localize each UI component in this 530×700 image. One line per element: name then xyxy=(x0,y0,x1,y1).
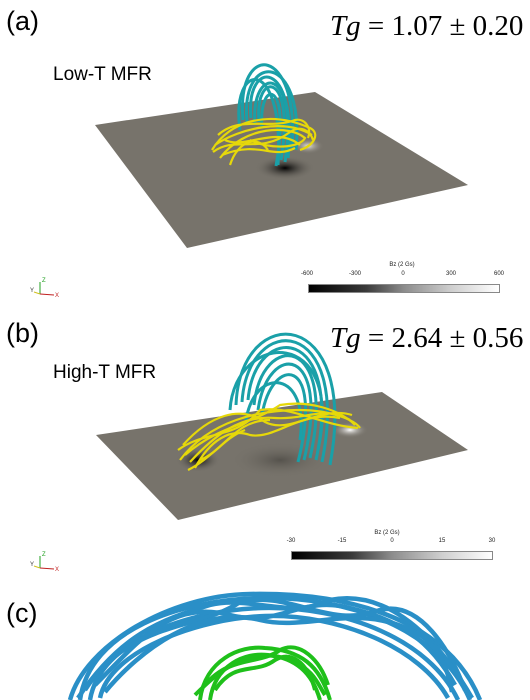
colorbar-gradient xyxy=(308,284,500,293)
axis-y-label: Y xyxy=(30,562,34,568)
colorbar-tick: 300 xyxy=(445,271,456,277)
panel-b: (b) Tg = 2.64 ± 0.56 High-T MFR xyxy=(0,310,530,590)
panel-a: (a) Tg = 1.07 ± 0.20 Low-T MFR xyxy=(0,0,530,310)
axis-z-label: Z xyxy=(42,278,46,284)
panel-letter: (b) xyxy=(6,318,39,348)
colorbar-gradient xyxy=(291,551,493,560)
blue-flux-rope xyxy=(67,591,483,700)
tg-annotation: Tg = 1.07 ± 0.20 xyxy=(330,10,523,43)
colorbar-title: Bz (2 Gs) xyxy=(389,262,415,268)
axis-y-label: Y xyxy=(30,288,34,294)
diffuse-negative-region xyxy=(230,442,330,478)
colorbar-tick: 600 xyxy=(493,271,504,277)
mfr-3d-render xyxy=(95,63,468,248)
tg-symbol: Tg xyxy=(330,10,361,42)
colorbar-tick: 15 xyxy=(438,538,446,544)
axes-triad: Z Y X xyxy=(30,552,59,573)
colorbar-tick: -600 xyxy=(300,271,313,277)
colorbar-tick: 30 xyxy=(488,538,496,544)
flux-rope-render xyxy=(67,591,483,700)
colorbar-tick: 0 xyxy=(401,271,405,277)
tg-value: = 1.07 ± 0.20 xyxy=(360,10,524,42)
colorbar-title: Bz (2 Gs) xyxy=(374,530,400,536)
panel-letter: (a) xyxy=(6,6,39,36)
tg-symbol: Tg xyxy=(330,322,361,354)
panel-letter: (c) xyxy=(6,598,38,628)
colorbar-tick: 0 xyxy=(390,538,394,544)
mfr-label: Low-T MFR xyxy=(53,64,152,85)
colorbar: Bz (2 Gs) -600 -300 0 300 600 xyxy=(300,262,504,302)
mfr-label: High-T MFR xyxy=(53,362,157,383)
negative-polarity-spot xyxy=(255,156,315,180)
colorbar-tick: -30 xyxy=(286,538,296,544)
axes-triad: Z Y X xyxy=(30,278,59,299)
green-flux-rope xyxy=(193,645,332,700)
colorbar-tick: -15 xyxy=(337,538,347,544)
colorbar-tick: -300 xyxy=(348,271,361,277)
colorbar: Bz (2 Gs) -30 -15 0 15 30 xyxy=(283,530,495,570)
axis-x-label: X xyxy=(55,567,59,573)
mfr-3d-render xyxy=(96,332,468,520)
yellow-flux-rope xyxy=(211,117,317,166)
tg-value: = 2.64 ± 0.56 xyxy=(360,322,524,354)
axis-z-label: Z xyxy=(42,552,46,558)
panel-c: (c) xyxy=(0,590,530,700)
yellow-flux-rope xyxy=(177,402,361,471)
tg-annotation: Tg = 2.64 ± 0.56 xyxy=(330,322,523,355)
axis-x-label: X xyxy=(55,293,59,299)
